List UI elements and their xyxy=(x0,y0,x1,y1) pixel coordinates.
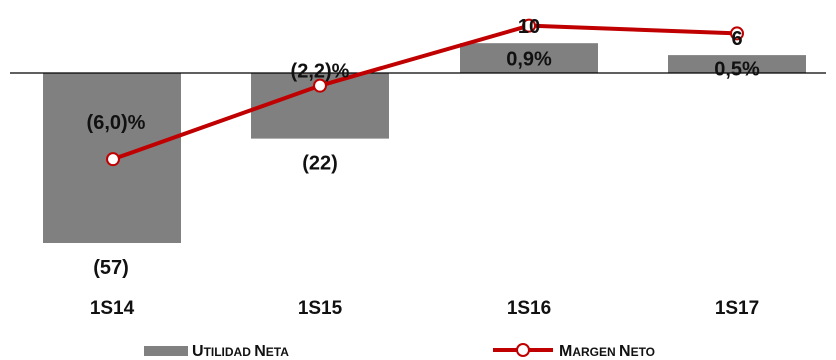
category-label-1s14: 1S14 xyxy=(90,298,135,319)
bar-label-1s15: (22) xyxy=(302,153,338,175)
category-label-1s15: 1S15 xyxy=(298,298,343,319)
legend-swatch-utilidad-neta xyxy=(144,346,188,356)
legend-label-margen-neto: MARGEN NETO xyxy=(559,343,655,360)
bar-1s17 xyxy=(668,55,806,73)
line-series-margen-neto xyxy=(106,18,744,167)
legend-label-utilidad-neta: UTILIDAD NETA xyxy=(192,343,289,360)
line-label-1s16: 0,9% xyxy=(506,49,552,71)
margen-neto-point-1s15 xyxy=(313,78,327,93)
bar-label-1s17: 6 xyxy=(731,28,742,50)
bar-series-utilidad-neta xyxy=(43,43,806,243)
line-label-1s14: (6,0)% xyxy=(87,112,146,134)
category-label-1s16: 1S16 xyxy=(507,298,551,319)
margen-neto-point-1s17 xyxy=(730,26,744,41)
margen-neto-point-1s16 xyxy=(522,18,536,33)
margen-neto-point-1s14 xyxy=(106,152,120,167)
margen-neto-line xyxy=(112,23,738,162)
legend: UTILIDAD NETA MARGEN NETO xyxy=(144,343,655,360)
line-label-1s17: 0,5% xyxy=(714,58,760,80)
bar-label-1s16: 10 xyxy=(518,16,540,38)
category-label-1s17: 1S17 xyxy=(715,298,759,319)
bar-1s16 xyxy=(460,43,598,73)
bar-label-1s14: (57) xyxy=(93,257,129,279)
line-label-1s15: (2,2)% xyxy=(291,61,350,83)
data-labels: (57) (22) 10 6 (6,0)% (2,2)% 0,9% 0,5% xyxy=(87,16,760,279)
legend-swatch-margen-neto-marker xyxy=(516,343,530,357)
category-labels: 1S14 1S15 1S16 1S17 xyxy=(90,298,759,319)
